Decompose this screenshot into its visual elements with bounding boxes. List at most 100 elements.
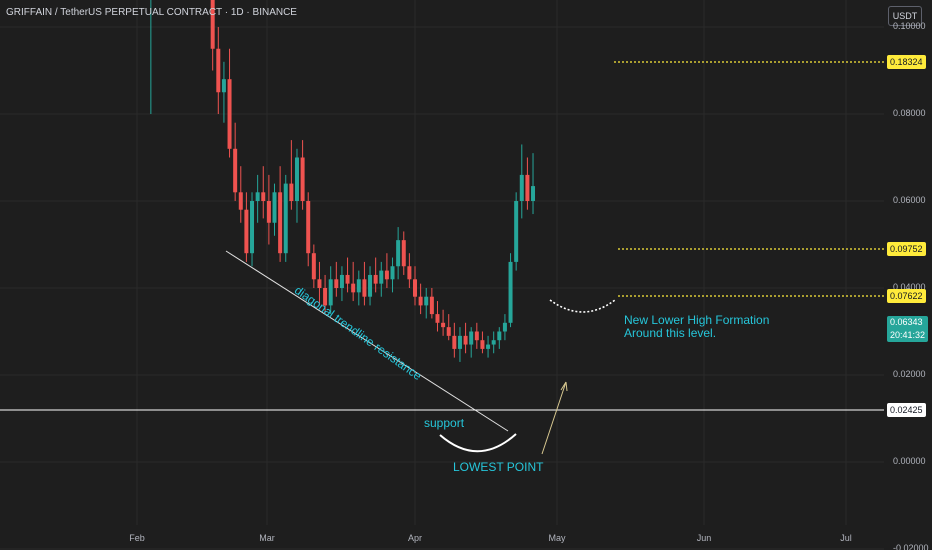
- x-tick-label: Jul: [840, 533, 852, 543]
- candle[interactable]: [469, 327, 474, 358]
- candle[interactable]: [221, 61, 226, 123]
- candle-body: [244, 209, 249, 254]
- candle[interactable]: [525, 157, 530, 210]
- candle-body: [300, 157, 305, 201]
- candle[interactable]: [289, 140, 294, 210]
- candle-body: [289, 183, 294, 201]
- candle[interactable]: [424, 288, 429, 319]
- candle[interactable]: [373, 257, 378, 293]
- candle[interactable]: [272, 183, 277, 236]
- candle-body: [221, 79, 226, 93]
- candle-body: [328, 279, 333, 306]
- candle[interactable]: [306, 192, 311, 267]
- candle[interactable]: [446, 314, 451, 341]
- candle[interactable]: [519, 144, 524, 219]
- candle[interactable]: [514, 192, 519, 271]
- candle[interactable]: [407, 253, 412, 288]
- candle[interactable]: [384, 253, 389, 288]
- x-tick-label: Apr: [407, 533, 423, 543]
- candle[interactable]: [328, 266, 333, 315]
- candle-body: [407, 266, 412, 280]
- candle-body: [435, 314, 440, 323]
- candle-body: [418, 296, 423, 306]
- candle[interactable]: [283, 174, 288, 262]
- candle-body: [525, 174, 530, 201]
- candle[interactable]: [491, 331, 496, 354]
- candle-body: [339, 274, 344, 288]
- candle[interactable]: [379, 261, 384, 297]
- candle-body: [446, 327, 451, 336]
- lower-high-arc[interactable]: [549, 299, 616, 313]
- candle[interactable]: [233, 122, 238, 201]
- candle[interactable]: [356, 270, 361, 306]
- candle[interactable]: [441, 309, 446, 336]
- candle[interactable]: [486, 335, 491, 358]
- candle-body: [497, 331, 502, 341]
- candle-body: [356, 279, 361, 293]
- candle[interactable]: [401, 231, 406, 275]
- candle[interactable]: [390, 257, 395, 293]
- candle[interactable]: [250, 192, 255, 267]
- candle[interactable]: [210, 0, 215, 71]
- candle[interactable]: [149, 0, 153, 114]
- countdown-label: 20:41:32: [890, 330, 926, 340]
- candle[interactable]: [435, 301, 440, 332]
- y-tick-label: 0.02000: [893, 369, 926, 379]
- candle-body: [334, 279, 339, 288]
- candle[interactable]: [311, 244, 316, 289]
- candle[interactable]: [334, 261, 339, 297]
- candle[interactable]: [261, 166, 266, 219]
- candle-body: [457, 335, 462, 349]
- candle[interactable]: [339, 266, 344, 302]
- candle[interactable]: [463, 322, 468, 354]
- candle[interactable]: [266, 174, 271, 245]
- currency-button[interactable]: USDT: [888, 6, 922, 26]
- y-tick-label: -0.02000: [893, 543, 929, 550]
- candle[interactable]: [396, 227, 401, 280]
- candle[interactable]: [508, 253, 513, 328]
- current-price-label: 0.06343: [890, 317, 923, 327]
- current-price-badge: 0.06343 20:41:32: [887, 316, 929, 342]
- candle[interactable]: [255, 174, 260, 223]
- candle[interactable]: [216, 27, 221, 114]
- candle-body: [238, 192, 243, 210]
- candle-body: [250, 201, 255, 254]
- projection-arrow-shaft[interactable]: [541, 381, 567, 455]
- candle[interactable]: [244, 192, 249, 262]
- candle-body: [531, 186, 536, 201]
- candle[interactable]: [413, 266, 417, 306]
- candle[interactable]: [429, 288, 434, 319]
- candle[interactable]: [294, 148, 299, 223]
- candle-body: [413, 279, 417, 297]
- candle[interactable]: [480, 331, 485, 354]
- candle-body: [323, 288, 328, 306]
- trendline-resistance[interactable]: [225, 250, 509, 432]
- candle[interactable]: [497, 327, 502, 349]
- candle[interactable]: [502, 314, 507, 341]
- candle-body: [429, 296, 434, 315]
- price-badge-level-2: 0.09752: [887, 242, 926, 256]
- candle[interactable]: [317, 261, 322, 306]
- candle[interactable]: [362, 261, 367, 306]
- candle[interactable]: [368, 266, 373, 306]
- candle-body: [401, 240, 406, 267]
- candle[interactable]: [278, 166, 283, 262]
- candle[interactable]: [457, 327, 462, 362]
- candle[interactable]: [531, 153, 536, 215]
- candle[interactable]: [345, 257, 350, 293]
- candle[interactable]: [300, 140, 305, 210]
- candle-body: [351, 283, 356, 293]
- candle[interactable]: [418, 283, 423, 315]
- candle[interactable]: [323, 274, 328, 315]
- x-tick-label: May: [548, 533, 566, 543]
- lower-high-label: New Lower High Formation Around this lev…: [624, 314, 769, 340]
- candle[interactable]: [238, 166, 243, 223]
- lowest-point-arc[interactable]: [439, 433, 517, 453]
- candle-body: [469, 331, 474, 345]
- candle[interactable]: [452, 322, 457, 358]
- candle[interactable]: [474, 322, 479, 349]
- y-tick-label: 0.10000: [893, 21, 926, 31]
- candle[interactable]: [227, 48, 232, 158]
- candle[interactable]: [351, 261, 356, 302]
